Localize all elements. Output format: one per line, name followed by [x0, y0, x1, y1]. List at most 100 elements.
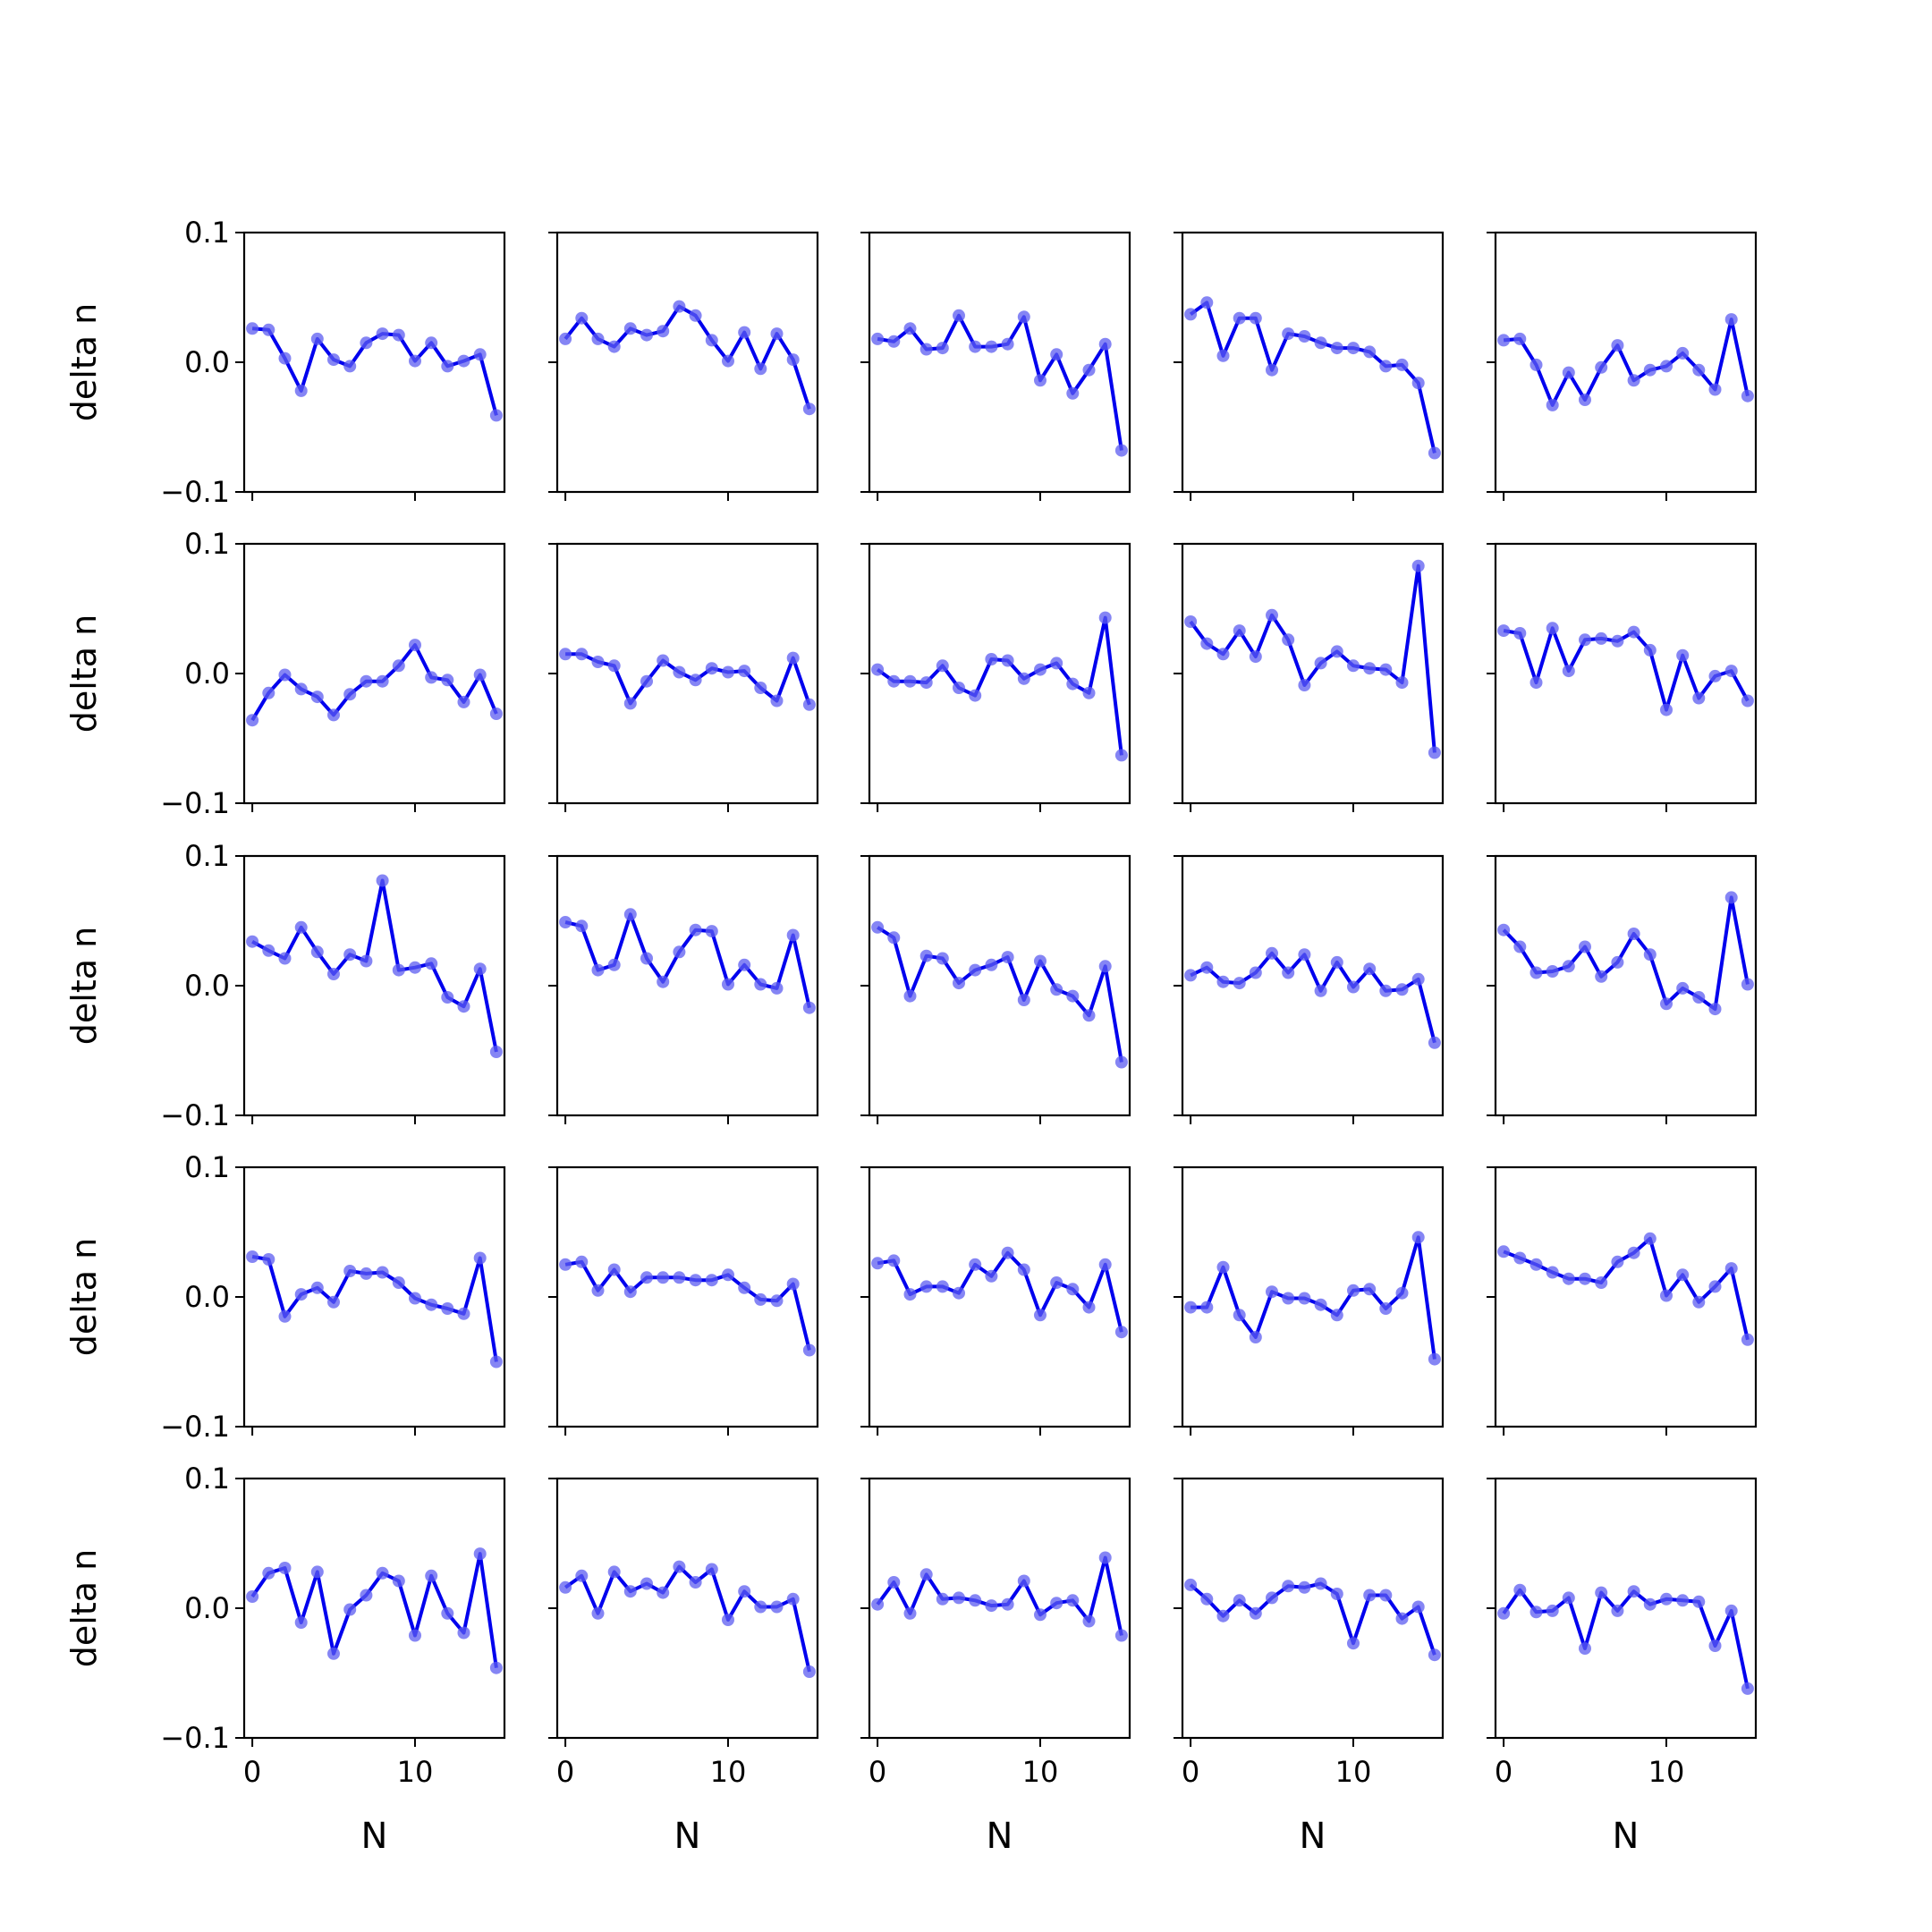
data-point [425, 957, 438, 970]
data-point [1513, 940, 1527, 953]
subplot-r4-c2 [548, 1165, 819, 1436]
data-point [575, 1569, 589, 1582]
data-point [673, 1560, 686, 1573]
subplot-r3-c3 [860, 854, 1131, 1124]
data-point [1513, 1583, 1527, 1597]
subplot-r4-c4 [1174, 1165, 1445, 1436]
data-point [786, 353, 800, 367]
data-point [457, 1626, 470, 1640]
data-point [441, 1606, 454, 1620]
data-point [903, 674, 917, 688]
data-point [343, 1265, 357, 1277]
data-point [1034, 954, 1046, 968]
data-point [985, 1269, 998, 1283]
data-point [1708, 669, 1722, 682]
data-point [657, 325, 670, 338]
data-point [559, 916, 572, 928]
data-point [953, 977, 965, 990]
axes-frame [242, 854, 506, 1117]
data-point [575, 1255, 589, 1268]
data-point [871, 1597, 885, 1611]
data-point [1184, 615, 1198, 628]
data-point [310, 691, 324, 704]
data-point [1741, 1333, 1754, 1346]
data-point [262, 944, 275, 957]
data-point [657, 1586, 670, 1599]
data-point [1660, 703, 1673, 716]
data-point [392, 1574, 405, 1588]
data-point [1428, 746, 1441, 759]
data-point [1395, 358, 1409, 371]
subplot-r1-c4 [1174, 231, 1445, 501]
data-point [607, 1565, 621, 1579]
data-point [1034, 374, 1046, 387]
data-point [575, 311, 589, 325]
data-point [1395, 676, 1409, 690]
data-point [425, 336, 438, 350]
data-point [689, 674, 702, 687]
data-point [969, 963, 982, 977]
data-point [1216, 349, 1230, 362]
data-point [802, 402, 816, 416]
data-point [1595, 631, 1608, 645]
data-point [1114, 1326, 1128, 1339]
data-point [754, 362, 767, 376]
data-point [1347, 1637, 1360, 1650]
axes-frame [868, 231, 1131, 494]
data-point [1200, 296, 1214, 309]
data-point [1282, 1580, 1295, 1593]
data-point [1347, 1284, 1360, 1297]
series-line [877, 926, 1123, 1063]
data-point [887, 1254, 901, 1267]
x-tick-label: 0 [556, 1755, 574, 1789]
data-point [770, 981, 784, 995]
data-point [623, 1285, 637, 1299]
data-point [802, 1001, 816, 1014]
subplot-r1-c3 [860, 231, 1131, 501]
data-point [327, 968, 340, 980]
subplot-r3-c4 [1174, 854, 1445, 1124]
data-point [1034, 1309, 1046, 1322]
data-point [770, 1294, 784, 1308]
data-point [473, 962, 487, 976]
subplot-r2-c5 [1487, 542, 1758, 812]
data-point [770, 694, 784, 708]
data-point [1562, 960, 1575, 973]
data-point [722, 978, 734, 991]
data-point [1082, 1301, 1096, 1314]
data-point [1724, 665, 1738, 678]
y-tick-label: −0.1 [160, 475, 230, 509]
data-point [1708, 1640, 1722, 1652]
data-point [409, 354, 421, 368]
x-tick-label: 10 [1022, 1755, 1059, 1789]
data-point [689, 1274, 702, 1287]
data-point [919, 1280, 933, 1293]
data-point [1017, 1574, 1030, 1588]
data-point [689, 309, 702, 322]
data-point [1330, 645, 1343, 658]
data-point [278, 952, 292, 965]
data-point [1082, 363, 1096, 377]
data-point [1741, 978, 1754, 991]
data-point [1282, 1292, 1295, 1305]
data-point [1395, 1612, 1409, 1625]
data-point [360, 1589, 373, 1602]
data-point [657, 975, 670, 988]
data-point [441, 360, 454, 373]
data-point [1200, 1592, 1214, 1606]
data-point [262, 1566, 275, 1580]
data-point [1708, 1003, 1722, 1016]
data-point [1724, 1262, 1738, 1275]
data-point [1497, 624, 1511, 638]
data-point [591, 1606, 605, 1620]
data-point [392, 1276, 405, 1289]
subplot-r4-c5 [1487, 1165, 1758, 1436]
y-axis-label: delta n [64, 303, 104, 421]
data-point [754, 1600, 767, 1614]
data-point [1530, 676, 1543, 690]
data-point [1627, 1585, 1640, 1598]
data-point [1546, 965, 1559, 978]
data-point [1363, 345, 1377, 359]
data-point [953, 1591, 965, 1605]
data-point [936, 1592, 949, 1606]
